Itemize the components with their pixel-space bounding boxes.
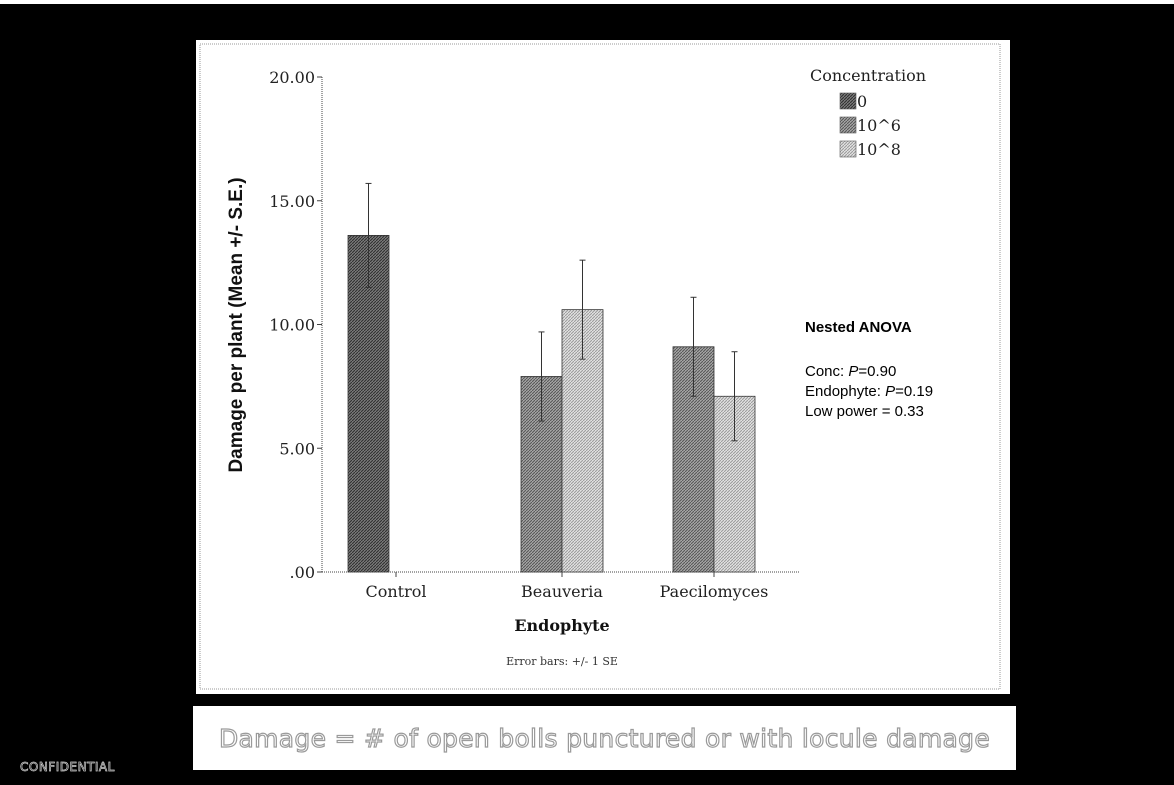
bar-paecilomyces-10e8 bbox=[713, 395, 756, 573]
y-ticks: .00 5.00 10.00 15.00 20.00 bbox=[269, 68, 322, 582]
stats-line: Endophyte: P=0.19 bbox=[805, 383, 933, 400]
caption-box: Damage = # of open bolls punctured or wi… bbox=[193, 706, 1016, 770]
stats-lines: Conc: P=0.90 Endophyte: P=0.19 Low power =… bbox=[805, 363, 933, 420]
legend-swatch bbox=[839, 116, 857, 134]
legend: 0 10^6 10^8 bbox=[839, 92, 901, 159]
x-tick-label: Paecilomyces bbox=[660, 582, 769, 601]
x-tick-label: Control bbox=[365, 582, 426, 601]
caption-text: Damage = # of open bolls punctured or wi… bbox=[218, 723, 991, 753]
legend-swatch bbox=[839, 92, 857, 110]
plot-frame bbox=[199, 43, 1001, 690]
x-tick-label: Beauveria bbox=[521, 582, 603, 601]
bars bbox=[347, 234, 756, 573]
top-strip bbox=[0, 0, 1174, 4]
legend-label: 10^6 bbox=[857, 116, 901, 135]
stats-line: Conc: P=0.90 bbox=[805, 363, 896, 380]
y-tick-label: 15.00 bbox=[269, 192, 315, 211]
legend-title: Concentration bbox=[810, 66, 926, 85]
stats-line: Low power = 0.33 bbox=[805, 403, 924, 420]
legend-label: 0 bbox=[857, 92, 867, 111]
error-bar-note: Error bars: +/- 1 SE bbox=[506, 655, 618, 668]
legend-swatch bbox=[839, 140, 857, 158]
y-tick-label: 20.00 bbox=[269, 68, 315, 87]
bar-chart: .00 5.00 10.00 15.00 20.00 Control Beauveria P… bbox=[199, 43, 1001, 690]
chart-panel: .00 5.00 10.00 15.00 20.00 Control Beauveria P… bbox=[196, 40, 1010, 694]
y-tick-label: 5.00 bbox=[279, 439, 315, 458]
legend-label: 10^8 bbox=[857, 140, 901, 159]
error-bars bbox=[365, 182, 738, 442]
x-ticks: Control Beauveria Paecilomyces bbox=[365, 572, 768, 601]
y-tick-label: .00 bbox=[290, 563, 315, 582]
y-axis-label: Damage per plant (Mean +/- S.E.) bbox=[226, 177, 247, 472]
y-tick-label: 10.00 bbox=[269, 316, 315, 335]
stats-heading: Nested ANOVA bbox=[805, 319, 912, 336]
x-axis-label: Endophyte bbox=[514, 616, 609, 635]
confidential-label: CONFIDENTIAL bbox=[20, 760, 115, 775]
